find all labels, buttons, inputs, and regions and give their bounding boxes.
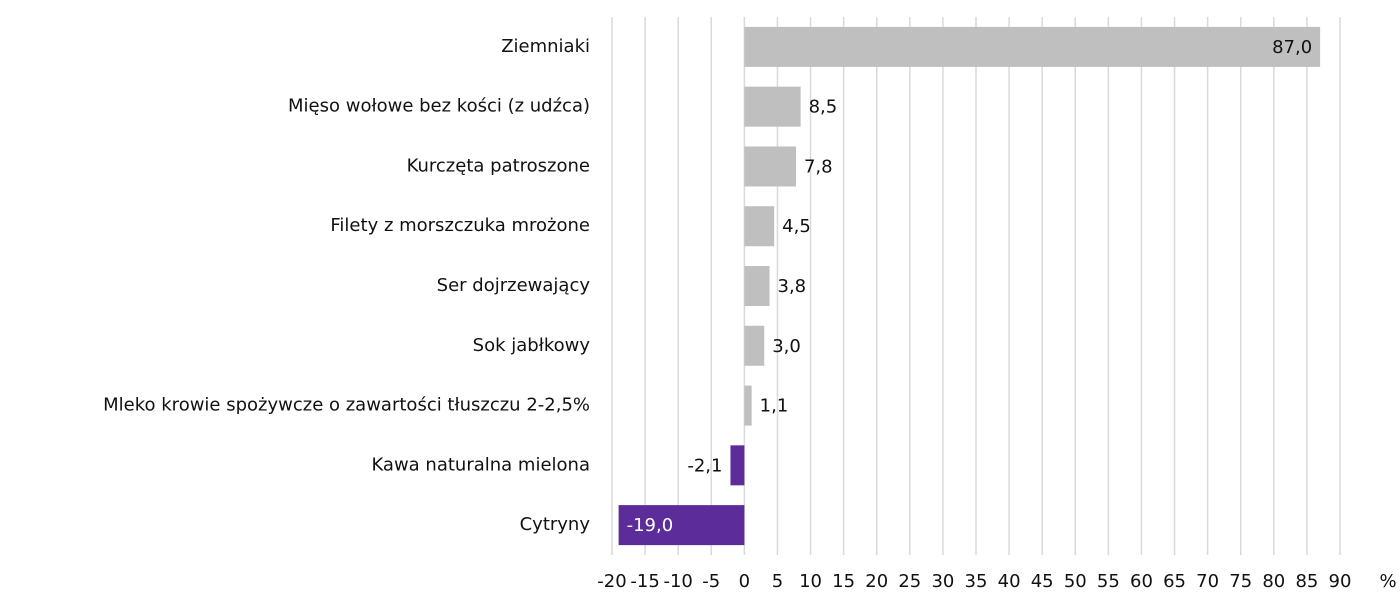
- value-label: 7,8: [804, 156, 833, 177]
- y-tick-label: Cytryny: [520, 514, 591, 535]
- value-label: 3,0: [772, 336, 801, 357]
- x-tick-label: 45: [1031, 571, 1054, 592]
- x-tick-label: 5: [772, 571, 783, 592]
- x-tick-label: 70: [1196, 571, 1219, 592]
- y-tick-label: Sok jabłkowy: [473, 335, 591, 356]
- x-tick-label: 30: [931, 571, 954, 592]
- value-label: 87,0: [1272, 37, 1312, 58]
- y-tick-label: Filety z morszczuka mrożone: [330, 215, 590, 236]
- bar: [744, 385, 752, 426]
- x-tick-label: -15: [630, 571, 659, 592]
- bar: [744, 26, 1321, 67]
- y-tick-label: Kurczęta patroszone: [407, 155, 590, 176]
- x-tick-label: 0: [739, 571, 750, 592]
- value-label: 3,8: [778, 276, 807, 297]
- value-label: 4,5: [782, 216, 811, 237]
- y-tick-label: Kawa naturalna mielona: [371, 454, 590, 475]
- y-tick-label: Ziemniaki: [501, 36, 590, 57]
- x-tick-label: 40: [998, 571, 1021, 592]
- x-tick-label: -10: [663, 571, 692, 592]
- x-tick-label: 55: [1097, 571, 1120, 592]
- y-tick-label: Mięso wołowe bez kości (z udźca): [288, 96, 590, 117]
- x-tick-label: 10: [799, 571, 822, 592]
- y-tick-label: Mleko krowie spożywcze o zawartości tłus…: [103, 395, 590, 416]
- y-tick-label: Ser dojrzewający: [437, 275, 591, 296]
- x-tick-label: 25: [898, 571, 921, 592]
- x-tick-label: 85: [1295, 571, 1318, 592]
- x-tick-label: 20: [865, 571, 888, 592]
- bar: [744, 266, 770, 306]
- x-axis-unit: %: [1379, 571, 1396, 592]
- x-tick-label: 65: [1163, 571, 1186, 592]
- value-label: 8,5: [809, 97, 838, 118]
- x-tick-label: -5: [702, 571, 720, 592]
- x-tick-label: 80: [1262, 571, 1285, 592]
- bar: [744, 86, 801, 127]
- bar: [730, 445, 745, 486]
- bar: [618, 505, 745, 546]
- x-tick-label: 35: [965, 571, 988, 592]
- x-tick-label: 50: [1064, 571, 1087, 592]
- value-label: 1,1: [760, 396, 789, 417]
- x-tick-label: 15: [832, 571, 855, 592]
- bar: [744, 206, 775, 247]
- bar: [744, 325, 765, 366]
- bar: [744, 146, 796, 187]
- x-tick-label: 60: [1130, 571, 1153, 592]
- value-label: -19,0: [627, 515, 674, 536]
- value-label: -2,1: [687, 455, 722, 476]
- x-tick-label: 75: [1229, 571, 1252, 592]
- x-tick-label: 90: [1329, 571, 1352, 592]
- x-tick-label: -20: [597, 571, 626, 592]
